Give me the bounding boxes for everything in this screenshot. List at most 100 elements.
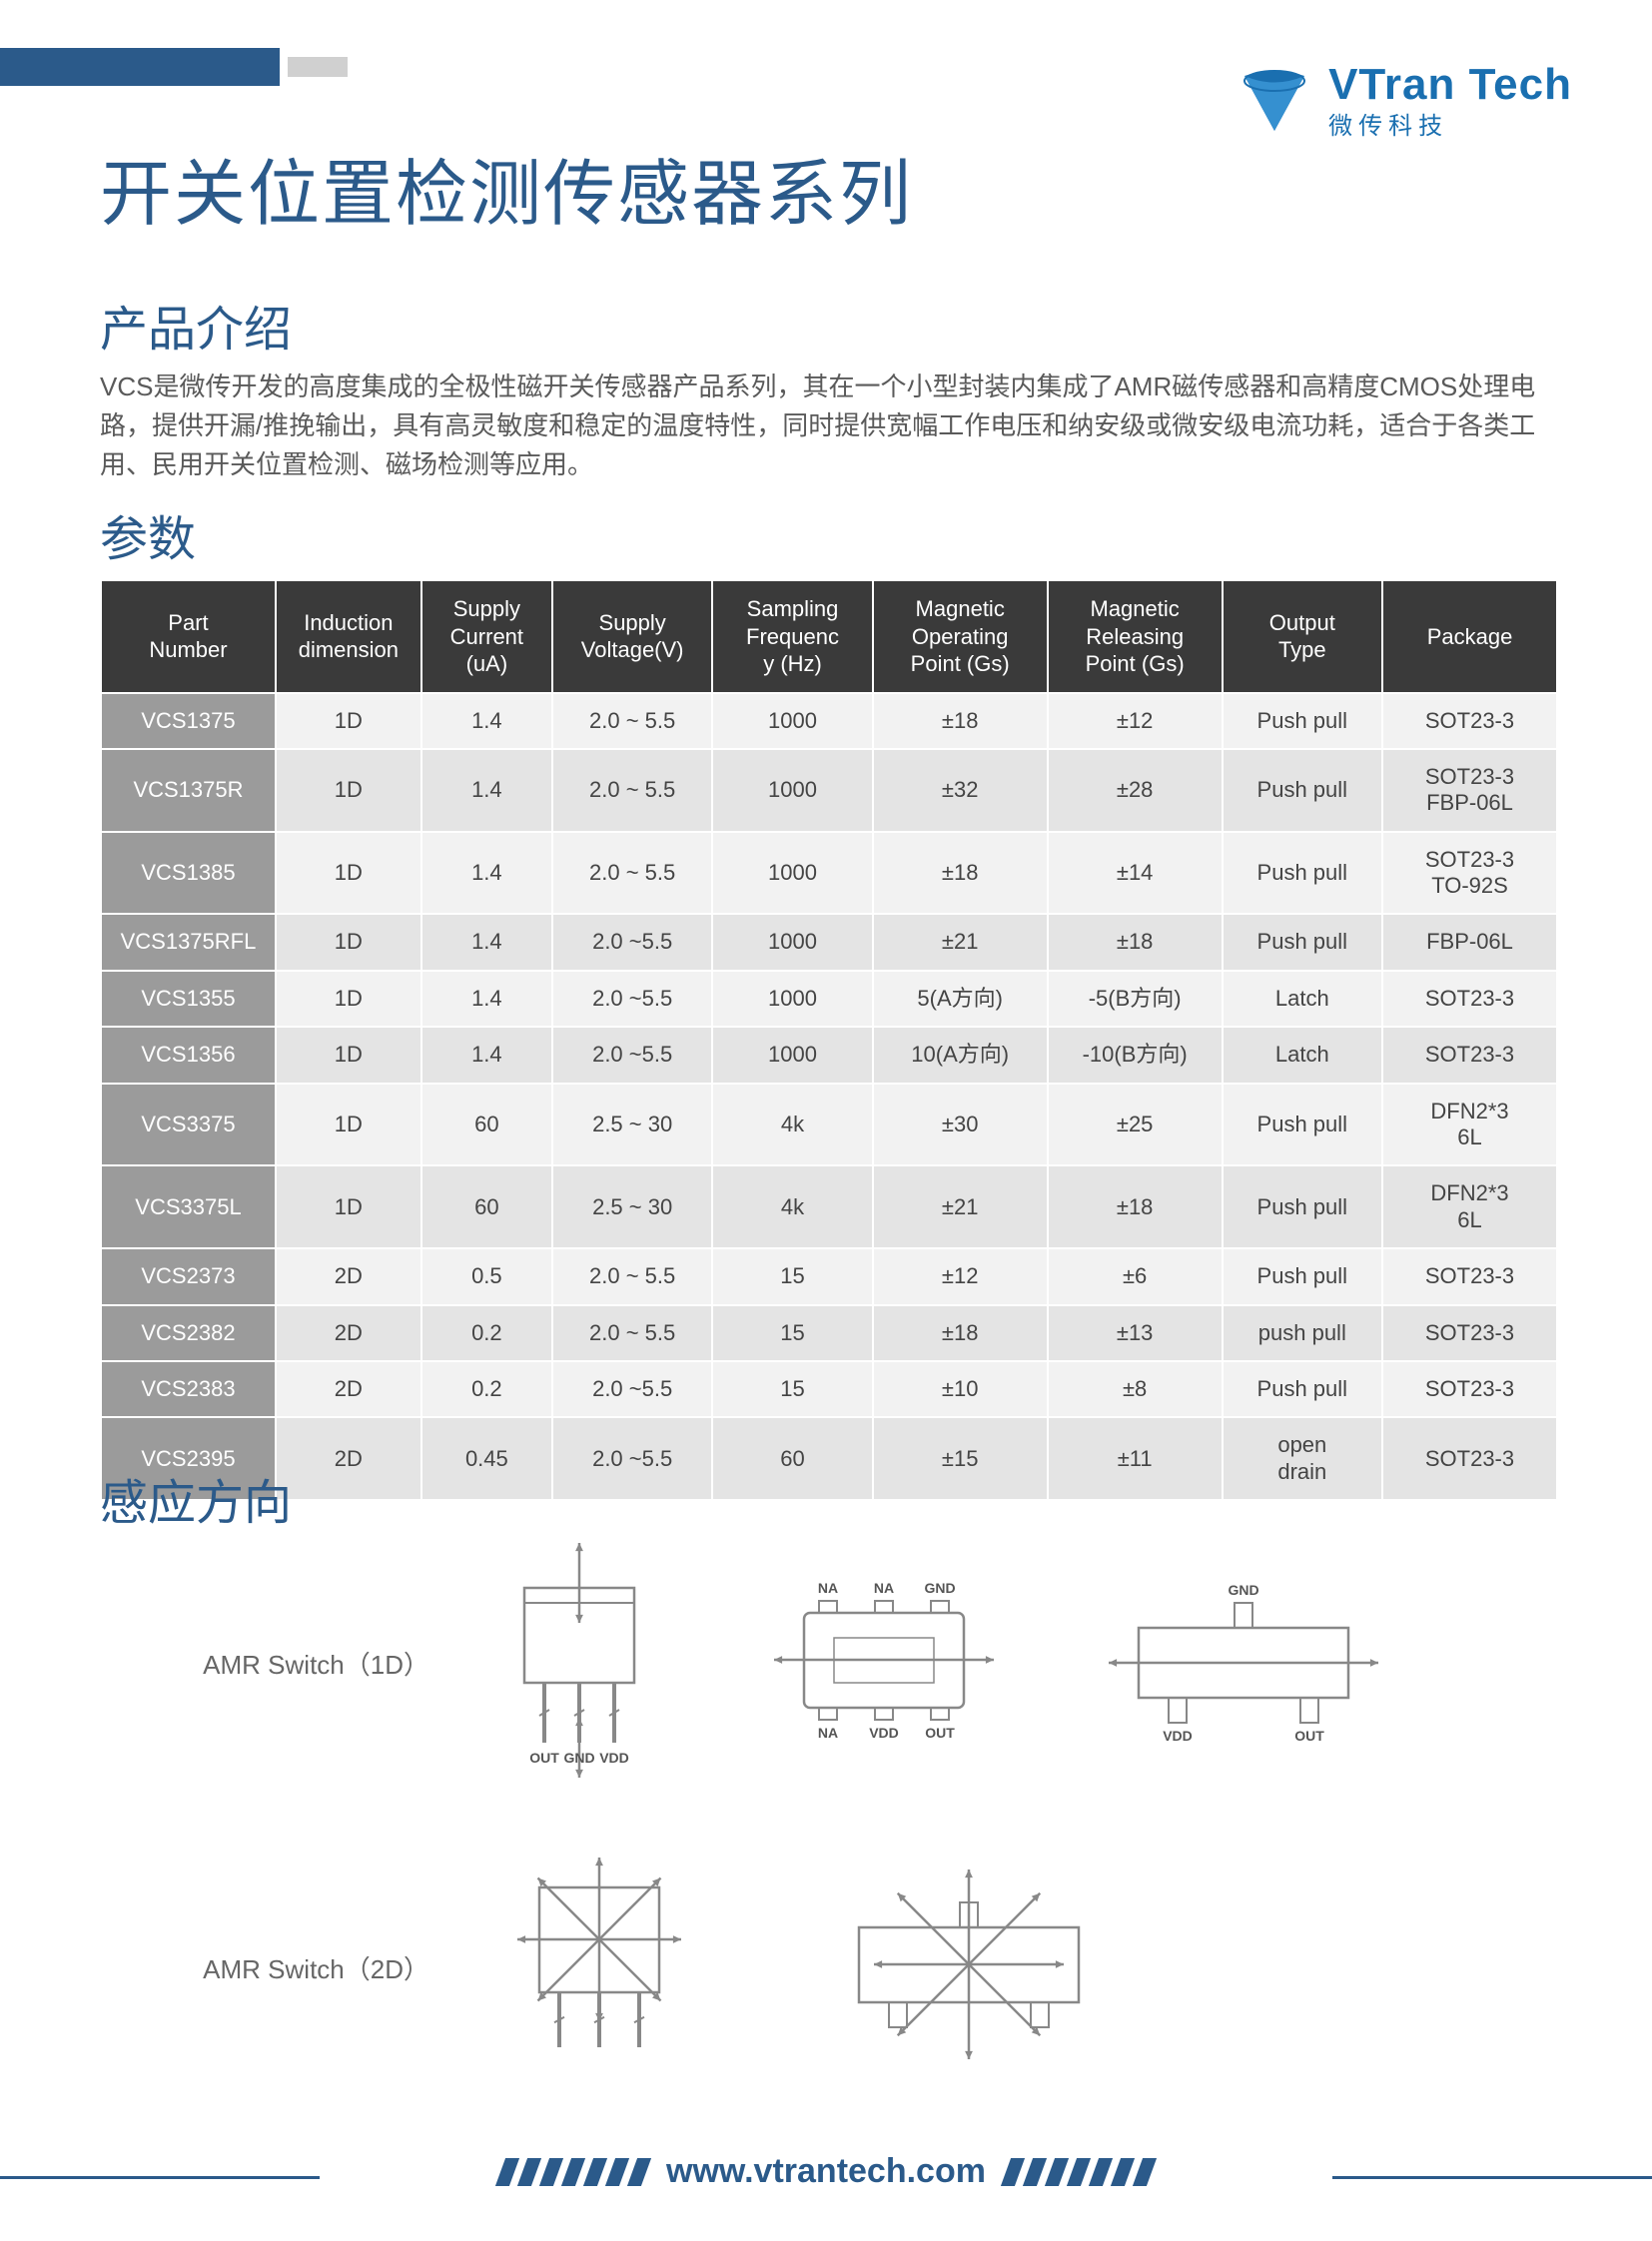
part-number-cell: VCS1356 <box>101 1027 276 1083</box>
table-cell: 2.0 ~ 5.5 <box>552 1248 712 1304</box>
table-cell: Push pull <box>1223 914 1382 970</box>
svg-text:NA: NA <box>818 1580 838 1596</box>
table-cell: SOT23-3 <box>1382 693 1557 749</box>
table-header: SamplingFrequency (Hz) <box>712 580 872 693</box>
table-cell: 1000 <box>712 749 872 832</box>
svg-text:OUT: OUT <box>925 1725 955 1741</box>
table-cell: 1D <box>276 693 421 749</box>
table-cell: 1D <box>276 1165 421 1248</box>
table-cell: SOT23-3 <box>1382 1417 1557 1500</box>
table-cell: 1.4 <box>421 749 552 832</box>
table-cell: SOT23-3 <box>1382 1305 1557 1361</box>
table-cell: 60 <box>421 1084 552 1166</box>
table-cell: 1.4 <box>421 914 552 970</box>
svg-text:GND: GND <box>1228 1582 1258 1598</box>
table-cell: 1D <box>276 971 421 1027</box>
table-cell: opendrain <box>1223 1417 1382 1500</box>
svg-text:NA: NA <box>818 1725 838 1741</box>
params-heading: 参数 <box>100 499 196 569</box>
table-cell: 15 <box>712 1361 872 1417</box>
svg-text:VDD: VDD <box>869 1725 899 1741</box>
diagram-label-2d: AMR Switch（2D） <box>100 1949 459 1986</box>
table-cell: 5(A方向) <box>873 971 1048 1027</box>
table-cell: 2.5 ~ 30 <box>552 1165 712 1248</box>
footer-url: www.vtrantech.com <box>666 2152 986 2191</box>
table-cell: 1000 <box>712 914 872 970</box>
table-cell: 2.0 ~ 5.5 <box>552 1305 712 1361</box>
part-number-cell: VCS1375R <box>101 749 276 832</box>
table-cell: 1000 <box>712 693 872 749</box>
table-cell: Latch <box>1223 1027 1382 1083</box>
table-cell: -5(B方向) <box>1048 971 1223 1027</box>
brand-name-en: VTran Tech <box>1328 60 1572 110</box>
table-row: VCS23952D0.452.0 ~5.560±15±11opendrainSO… <box>101 1417 1557 1500</box>
table-cell: ±18 <box>873 1305 1048 1361</box>
table-row: VCS13551D1.42.0 ~5.510005(A方向)-5(B方向)Lat… <box>101 971 1557 1027</box>
table-cell: 1D <box>276 832 421 915</box>
table-cell: ±30 <box>873 1084 1048 1166</box>
table-cell: 1D <box>276 1027 421 1083</box>
table-cell: 0.2 <box>421 1361 552 1417</box>
table-cell: 1.4 <box>421 693 552 749</box>
table-cell: Push pull <box>1223 749 1382 832</box>
diagram-label-1d: AMR Switch（1D） <box>100 1645 459 1682</box>
table-cell: -10(B方向) <box>1048 1027 1223 1083</box>
package-diagram <box>459 1823 739 2112</box>
table-header: PartNumber <box>101 580 276 693</box>
svg-text:VDD: VDD <box>599 1750 629 1766</box>
brand-logo: VTran Tech 微传科技 <box>1235 60 1572 141</box>
table-cell: 15 <box>712 1248 872 1304</box>
table-header: MagneticReleasingPoint (Gs) <box>1048 580 1223 693</box>
table-cell: Push pull <box>1223 832 1382 915</box>
table-row: VCS13561D1.42.0 ~5.5100010(A方向)-10(B方向)L… <box>101 1027 1557 1083</box>
table-header: SupplyCurrent(uA) <box>421 580 552 693</box>
table-cell: 2D <box>276 1248 421 1304</box>
table-cell: ±11 <box>1048 1417 1223 1500</box>
table-cell: 4k <box>712 1165 872 1248</box>
table-cell: 2.0 ~ 5.5 <box>552 693 712 749</box>
footer-stripes-right <box>1001 2158 1157 2186</box>
table-header: OutputType <box>1223 580 1382 693</box>
table-row: VCS33751D602.5 ~ 304k±30±25Push pullDFN2… <box>101 1084 1557 1166</box>
table-cell: 2.0 ~5.5 <box>552 1361 712 1417</box>
table-cell: 2D <box>276 1417 421 1500</box>
table-header: Inductiondimension <box>276 580 421 693</box>
table-cell: 0.2 <box>421 1305 552 1361</box>
table-cell: ±18 <box>1048 1165 1223 1248</box>
svg-text:GND: GND <box>563 1750 594 1766</box>
table-cell: 1000 <box>712 832 872 915</box>
diagram-row-2d: AMR Switch（2D） <box>100 1823 1558 2112</box>
table-cell: SOT23-3 <box>1382 1027 1557 1083</box>
table-cell: ±21 <box>873 1165 1048 1248</box>
table-cell: ±25 <box>1048 1084 1223 1166</box>
table-cell: ±12 <box>1048 693 1223 749</box>
svg-text:GND: GND <box>924 1580 955 1596</box>
table-header: Package <box>1382 580 1557 693</box>
table-cell: 2.0 ~ 5.5 <box>552 832 712 915</box>
table-cell: 2.5 ~ 30 <box>552 1084 712 1166</box>
table-cell: Push pull <box>1223 693 1382 749</box>
table-cell: Push pull <box>1223 1361 1382 1417</box>
package-diagram <box>789 1843 1149 2092</box>
table-row: VCS13751D1.42.0 ~ 5.51000±18±12Push pull… <box>101 693 1557 749</box>
table-cell: DFN2*36L <box>1382 1084 1557 1166</box>
intro-body: VCS是微传开发的高度集成的全极性磁开关传感器产品系列，其在一个小型封装内集成了… <box>100 368 1558 484</box>
diagram-row-1d: AMR Switch（1D） OUTGNDVDD NANAGND NAVDDOU… <box>100 1533 1558 1793</box>
table-cell: 1000 <box>712 971 872 1027</box>
table-row: VCS1375R1D1.42.0 ~ 5.51000±32±28Push pul… <box>101 749 1557 832</box>
intro-heading: 产品介绍 <box>100 290 292 360</box>
table-cell: ±28 <box>1048 749 1223 832</box>
table-cell: 2.0 ~5.5 <box>552 914 712 970</box>
table-row: VCS23832D0.22.0 ~5.515±10±8Push pullSOT2… <box>101 1361 1557 1417</box>
package-diagram: OUTGNDVDD <box>459 1533 689 1793</box>
table-cell: ±18 <box>873 832 1048 915</box>
brand-name-cn: 微传科技 <box>1328 106 1572 141</box>
table-cell: 2D <box>276 1305 421 1361</box>
table-cell: Push pull <box>1223 1084 1382 1166</box>
table-cell: ±6 <box>1048 1248 1223 1304</box>
table-cell: SOT23-3TO-92S <box>1382 832 1557 915</box>
table-cell: ±14 <box>1048 832 1223 915</box>
svg-text:VDD: VDD <box>1163 1728 1193 1744</box>
table-cell: SOT23-3 <box>1382 971 1557 1027</box>
diagrams-area: AMR Switch（1D） OUTGNDVDD NANAGND NAVDDOU… <box>100 1533 1558 2142</box>
